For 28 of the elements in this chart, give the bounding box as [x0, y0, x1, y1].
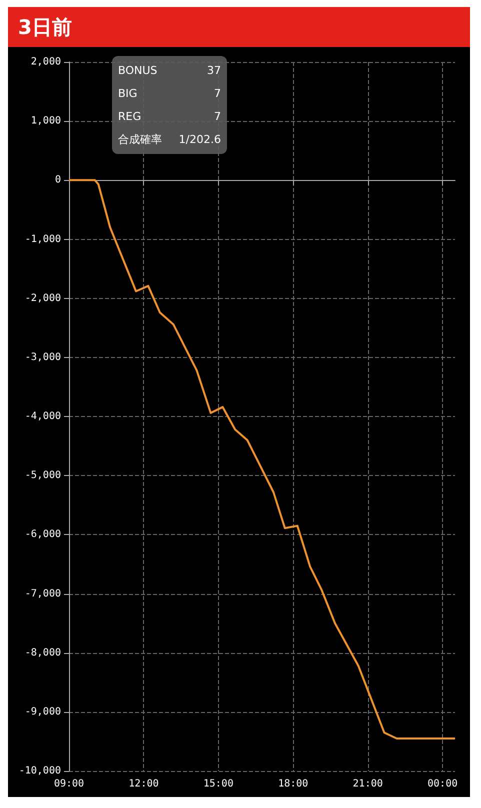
annotation: 37	[207, 63, 221, 79]
x-tick-label: 12:00	[128, 778, 159, 790]
y-tick-label: -1,000	[24, 234, 61, 245]
annotation: 7	[214, 109, 221, 125]
y-tick-label: -7,000	[24, 588, 61, 600]
annotation: 7	[214, 86, 221, 102]
annotation: 1/202.6	[178, 132, 221, 148]
y-tick-label: -10,000	[18, 766, 61, 776]
annotation: 合成確率	[118, 132, 162, 148]
y-tick-label: -5,000	[24, 470, 61, 482]
y-tick-label: -3,000	[24, 352, 61, 363]
x-tick-label: 18:00	[278, 778, 308, 790]
y-tick-label: -8,000	[24, 647, 61, 658]
x-tick-label: 15:00	[203, 778, 234, 790]
annotation: REG	[118, 109, 142, 125]
chart-title: 3日前	[8, 7, 470, 47]
y-tick-label: -9,000	[24, 706, 61, 718]
annotation: BIG	[118, 86, 138, 102]
x-tick-label: 00:00	[427, 778, 458, 790]
x-tick-label: 21:00	[352, 778, 383, 790]
x-tick-label: 09:00	[54, 778, 84, 790]
y-tick-label: -6,000	[24, 529, 61, 540]
y-tick-label: 1,000	[30, 116, 61, 127]
y-tick-label: -2,000	[24, 292, 61, 304]
y-tick-label: -4,000	[24, 411, 61, 422]
y-tick-label: 0	[54, 174, 61, 186]
y-tick-label: 2,000	[30, 56, 61, 68]
annotation: BONUS	[118, 63, 158, 79]
